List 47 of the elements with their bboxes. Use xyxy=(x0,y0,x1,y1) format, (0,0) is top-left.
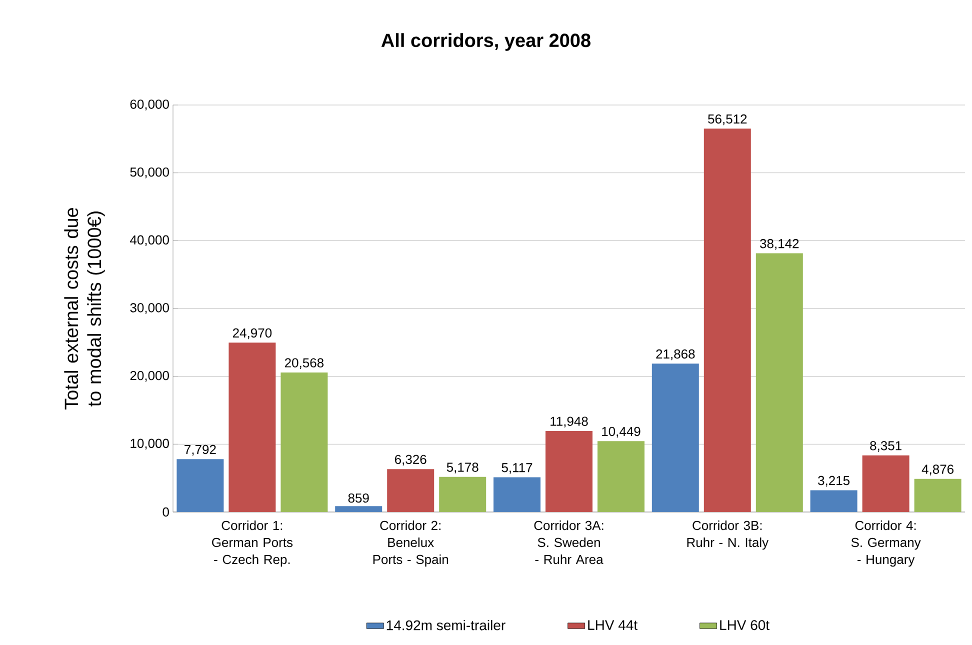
data-label: 11,948 xyxy=(550,416,588,428)
data-label: 38,142 xyxy=(760,239,799,250)
bar xyxy=(652,364,699,512)
legend-label: 14.92m semi-trailer xyxy=(386,620,506,630)
bar xyxy=(439,476,486,512)
x-tick-label: Corridor 2: Benelux Ports - Spain xyxy=(373,520,448,567)
bar xyxy=(335,506,382,512)
bar xyxy=(862,455,910,512)
y-tick-label: 60,000 xyxy=(130,100,169,110)
data-label: 4,876 xyxy=(922,464,954,476)
data-label: 7,792 xyxy=(184,444,216,456)
y-tick-label: 10,000 xyxy=(130,438,169,450)
data-label: 859 xyxy=(348,493,369,503)
x-tick-label: Corridor 1: German Ports - Czech Rep. xyxy=(212,520,293,567)
data-label: 5,178 xyxy=(446,462,478,474)
data-label: 6,326 xyxy=(394,454,426,466)
bar xyxy=(704,128,751,512)
bar xyxy=(494,477,541,512)
legend-label: LHV 44t xyxy=(588,620,638,630)
x-tick-label: Corridor 3A: S. Sweden - Ruhr Area xyxy=(534,520,604,564)
y-tick-label: 30,000 xyxy=(130,303,169,314)
bar xyxy=(176,459,224,512)
bar xyxy=(810,490,858,512)
bar xyxy=(756,253,803,512)
data-label: 3,215 xyxy=(818,476,850,487)
data-label: 56,512 xyxy=(708,114,747,126)
y-axis-title: Total external costs due to modal shifts (1000€) xyxy=(64,208,105,410)
chart-title: All corridors, year 2008 xyxy=(381,33,590,51)
bar xyxy=(598,441,645,512)
x-tick-label: Corridor 3B: Ruhr - N. Italy xyxy=(687,520,769,550)
data-label: 10,449 xyxy=(602,426,640,438)
y-tick-label: 20,000 xyxy=(130,370,169,382)
y-tick-label: 0 xyxy=(162,507,169,517)
x-tick-label: Corridor 4: S. Germany - Hungary xyxy=(851,520,921,567)
data-label: 24,970 xyxy=(232,328,272,340)
data-label: 20,568 xyxy=(284,358,324,369)
bar xyxy=(280,372,328,512)
data-label: 8,351 xyxy=(870,441,902,452)
data-label: 5,117 xyxy=(502,463,532,474)
legend-label: LHV 60t xyxy=(720,620,770,630)
bar xyxy=(228,342,276,512)
bar xyxy=(546,430,593,512)
y-tick-label: 40,000 xyxy=(130,235,169,246)
bar xyxy=(914,478,962,512)
bar xyxy=(387,469,434,512)
y-tick-label: 50,000 xyxy=(130,167,169,178)
data-label: 21,868 xyxy=(656,349,695,360)
